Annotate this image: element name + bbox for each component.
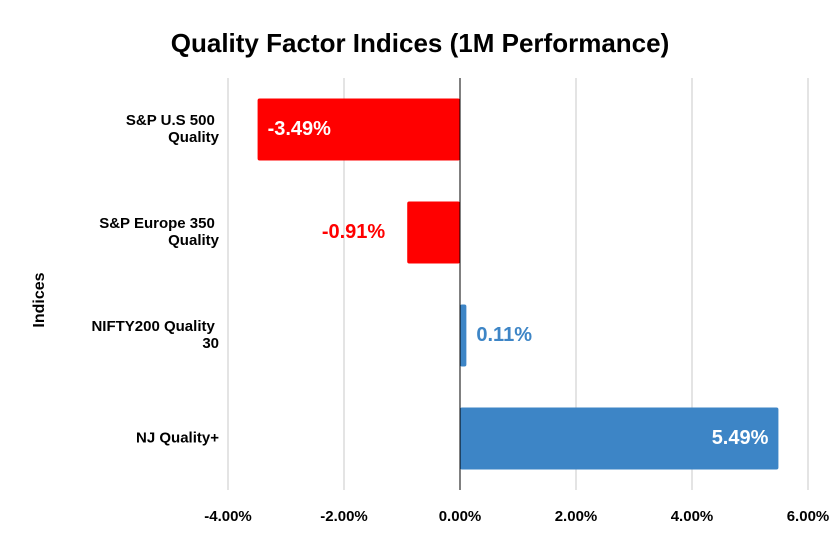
bar [257,98,460,161]
data-label: 5.49% [712,427,769,449]
x-tick-label: -2.00% [320,508,368,525]
data-label: 0.11% [476,324,532,346]
bar [460,407,779,470]
x-tick-label: 2.00% [555,508,598,525]
x-tick-label: 0.00% [439,508,482,525]
y-tick-label: NIFTY200 Quality 30 [91,318,219,352]
chart-title: Quality Factor Indices (1M Performance) [171,28,669,58]
x-tick-label: -4.00% [204,508,252,525]
bar [407,201,460,264]
y-tick-label: S&P Europe 350 Quality [99,215,219,249]
data-label: -3.49% [268,118,332,140]
bar [460,304,467,367]
data-label: -0.91% [322,221,386,243]
y-tick-label: S&P U.S 500 Quality [126,112,220,146]
x-tick-label: 6.00% [787,508,830,525]
x-tick-label: 4.00% [671,508,714,525]
y-tick-label: NJ Quality+ [136,429,219,446]
y-axis-label: Indices [31,272,48,327]
